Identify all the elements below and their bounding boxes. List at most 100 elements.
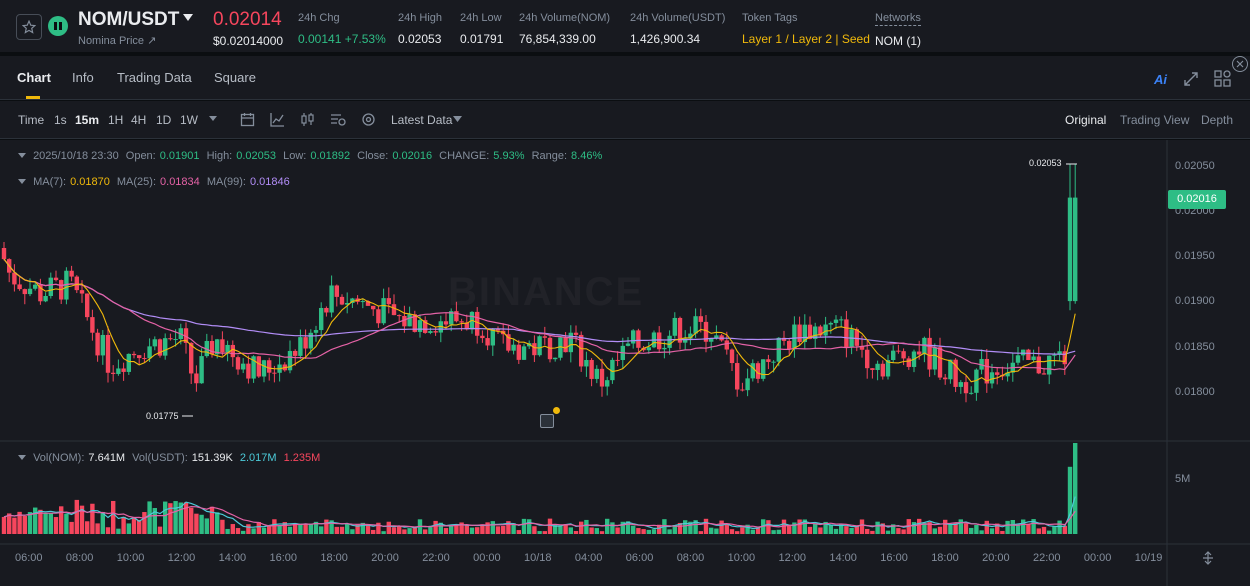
- scale-toggle-icon[interactable]: [1201, 551, 1215, 565]
- volume-bar: [547, 518, 553, 534]
- volume-bar: [163, 501, 168, 534]
- tab-square[interactable]: Square: [214, 70, 256, 85]
- tab-trading-data[interactable]: Trading Data: [117, 70, 192, 85]
- price-axis-label: 0.02050: [1175, 160, 1215, 172]
- legend-low: 0.01892: [310, 150, 351, 162]
- stat-label: 24h High: [398, 12, 443, 24]
- time-axis-label: 12:00: [778, 552, 807, 564]
- data-source-select[interactable]: Latest Data: [391, 113, 453, 127]
- time-axis-label: 14:00: [218, 552, 247, 564]
- candle-body: [79, 290, 85, 294]
- vol-nom-value: 7.641M: [88, 452, 126, 464]
- volume-bar: [506, 521, 511, 534]
- chevron-down-icon[interactable]: [453, 116, 462, 122]
- price-axis-label: 0.01800: [1175, 386, 1215, 398]
- time-axis-label: 08:00: [65, 552, 94, 564]
- candle-body: [813, 326, 818, 339]
- candle-body: [828, 322, 833, 325]
- coin-price-link[interactable]: Nomina Price ↗: [78, 35, 157, 47]
- view-depth[interactable]: Depth: [1201, 113, 1234, 127]
- candle-body: [495, 328, 501, 331]
- volume-bar: [329, 520, 334, 534]
- ai-icon[interactable]: Ai: [1154, 72, 1167, 87]
- token-tags-link[interactable]: Layer 1 / Layer 2 | Seed: [742, 32, 870, 46]
- chevron-down-icon[interactable]: [209, 116, 217, 122]
- candle-body: [199, 356, 204, 384]
- candlestick-icon[interactable]: [300, 112, 315, 127]
- chevron-down-icon[interactable]: [18, 153, 26, 159]
- volume-bar: [339, 526, 345, 534]
- candle-body: [787, 340, 792, 350]
- pair-selector[interactable]: NOM/USDT: [78, 9, 180, 30]
- interval-1w[interactable]: 1W: [180, 113, 198, 127]
- candle-body: [319, 307, 324, 331]
- volume-bar: [225, 528, 230, 534]
- volume-bar: [111, 500, 116, 534]
- volume-bar: [189, 507, 194, 534]
- chart-canvas[interactable]: [0, 140, 1250, 586]
- tab-chart[interactable]: Chart: [17, 70, 51, 85]
- candle-body: [662, 347, 667, 350]
- favorite-button[interactable]: [16, 14, 42, 40]
- interval-1h[interactable]: 1H: [108, 113, 124, 127]
- time-label: Time: [18, 113, 45, 127]
- drawing-tools-icon[interactable]: [330, 112, 346, 127]
- chevron-down-icon[interactable]: [18, 179, 26, 185]
- chevron-down-icon[interactable]: [183, 14, 193, 22]
- candle-body: [345, 302, 350, 305]
- volume-bar: [620, 521, 625, 534]
- candle-body: [761, 359, 766, 379]
- candle-body: [865, 349, 870, 369]
- stat-token-tags: Token Tags Layer 1 / Layer 2 | Seed: [742, 12, 870, 46]
- close-panel-icon[interactable]: [1232, 56, 1248, 72]
- volume-bar: [1021, 519, 1026, 534]
- ma7-line: [3, 258, 1076, 383]
- interval-1s[interactable]: 1s: [54, 113, 67, 127]
- candle-body: [298, 337, 303, 356]
- stat-networks[interactable]: Networks NOM (1): [875, 12, 921, 48]
- candle-body: [235, 357, 241, 370]
- interval-1d[interactable]: 1D: [156, 113, 172, 127]
- candle-body: [225, 344, 230, 353]
- candle-body: [241, 363, 246, 370]
- candle-body: [677, 317, 683, 343]
- volume-bar: [610, 522, 615, 534]
- candle-body: [698, 316, 703, 322]
- volume-bar: [989, 528, 995, 534]
- expand-icon[interactable]: [1184, 72, 1198, 86]
- tab-info[interactable]: Info: [72, 70, 94, 85]
- chevron-down-icon[interactable]: [18, 455, 26, 461]
- event-flag-icon[interactable]: [540, 414, 554, 428]
- indicator-icon[interactable]: [270, 112, 285, 127]
- candle-body: [173, 339, 178, 341]
- volume-bar: [490, 521, 495, 534]
- ticker-header: NOM/USDT Nomina Price ↗ 0.02014 $0.02014…: [0, 0, 1250, 52]
- last-price-usd: $0.02014000: [213, 34, 284, 48]
- ma-legend: MA(7): 0.01870 MA(25): 0.01834 MA(99): 0.01…: [18, 176, 294, 188]
- time-axis-label: 16:00: [880, 552, 908, 564]
- candle-body: [516, 344, 521, 360]
- candle-body: [386, 298, 391, 305]
- layout-icon[interactable]: [1214, 70, 1232, 88]
- volume-bar: [261, 527, 267, 534]
- candle-body: [183, 328, 189, 343]
- volume-bar: [1052, 526, 1057, 534]
- volume-bar: [95, 523, 100, 534]
- candlestick-chart[interactable]: BINANCE 2025/10/18 23:30 Open:0.01901 Hi…: [0, 140, 1250, 586]
- view-original[interactable]: Original: [1065, 113, 1107, 127]
- calendar-icon[interactable]: [240, 112, 255, 127]
- volume-bar: [516, 530, 521, 534]
- volume-bar: [381, 531, 386, 534]
- volume-bar: [969, 527, 974, 534]
- interval-15m[interactable]: 15m: [75, 113, 100, 127]
- time-axis-label: 10/19: [1134, 552, 1163, 564]
- vol-ma2-value: 1.235M: [283, 452, 321, 464]
- settings-icon[interactable]: [361, 112, 376, 127]
- candle-body: [870, 368, 875, 370]
- legend-open-label: Open:: [125, 150, 156, 162]
- interval-4h[interactable]: 4H: [131, 113, 147, 127]
- candle-body: [667, 335, 672, 348]
- candle-body: [12, 272, 17, 285]
- view-trading-view[interactable]: Trading View: [1120, 113, 1190, 127]
- volume-bar: [147, 501, 152, 534]
